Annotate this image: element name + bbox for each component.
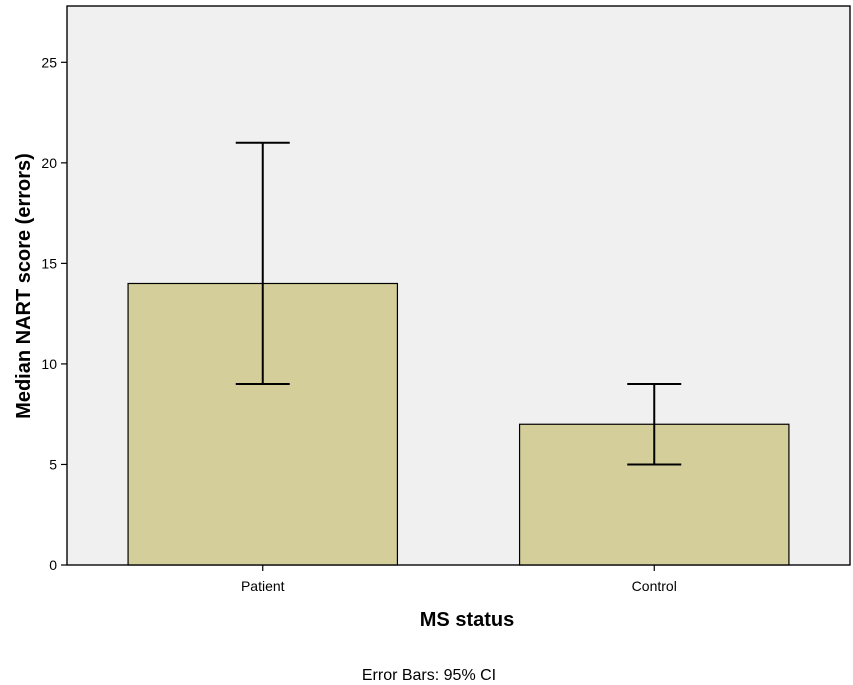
- x-axis: Patient Control: [241, 565, 677, 594]
- error-bar-control: [627, 383, 682, 466]
- y-tick-label-5: 5: [49, 456, 57, 472]
- y-tick-label-25: 25: [41, 54, 57, 70]
- x-tick-label-patient: Patient: [241, 578, 285, 594]
- y-tick-label-20: 20: [41, 155, 57, 171]
- y-axis: 0 5 10 15 20 25: [41, 54, 67, 573]
- y-tick-label-0: 0: [49, 557, 57, 573]
- y-tick-label-10: 10: [41, 356, 57, 372]
- error-bar-patient: [235, 141, 290, 386]
- plot-frame: [66, 5, 851, 566]
- x-axis-title: MS status: [420, 609, 514, 631]
- footnote: Error Bars: 95% CI: [362, 667, 496, 684]
- x-tick-label-control: Control: [632, 578, 677, 594]
- error-bars-group: [235, 141, 682, 466]
- y-axis-title: Median NART score (errors): [13, 153, 35, 419]
- y-tick-label-15: 15: [41, 255, 57, 271]
